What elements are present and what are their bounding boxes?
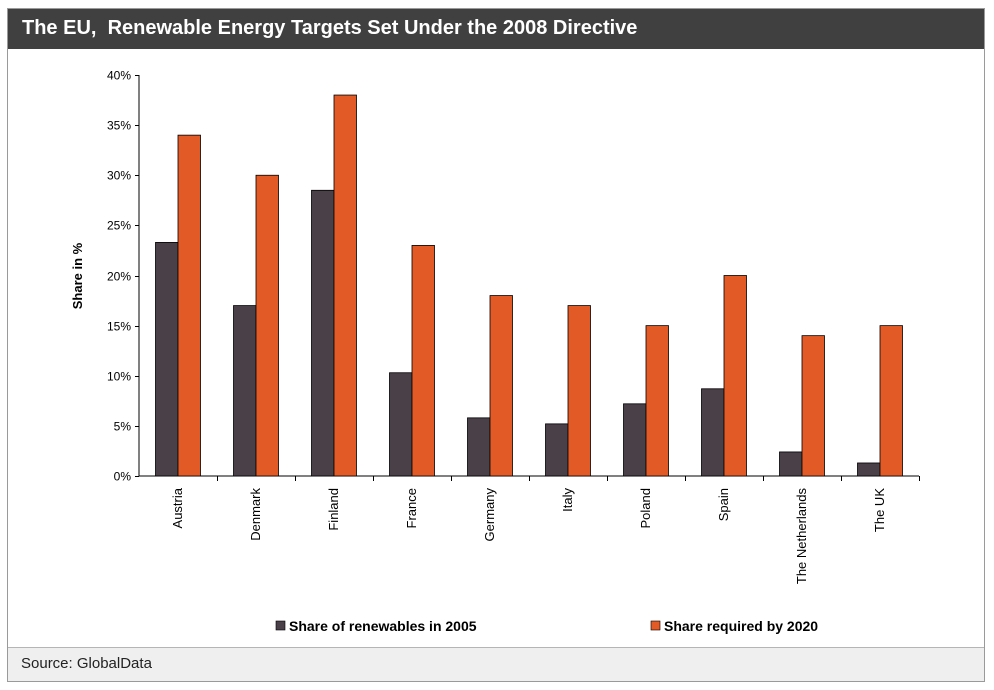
source-note: Source: GlobalData	[21, 655, 152, 672]
x-tick-label: The UK	[872, 488, 887, 532]
y-tick-label: 25%	[107, 219, 131, 233]
x-tick-label: Poland	[638, 488, 653, 528]
x-tick-label: Spain	[716, 488, 731, 521]
bar-share-2020	[255, 174, 279, 477]
header-bar: The EU, Renewable Energy Targets Set Und…	[8, 9, 984, 49]
y-tick-label: 15%	[107, 320, 131, 334]
page-title: The EU, Renewable Energy Targets Set Und…	[22, 17, 638, 39]
y-tick-label: 0%	[114, 470, 132, 484]
y-tick-label: 5%	[114, 420, 132, 434]
chart-legend: Share of renewables in 2005 Share require…	[275, 618, 818, 634]
bar-share-2020	[567, 305, 591, 477]
legend-label: Share of renewables in 2005	[289, 618, 477, 634]
bar-share-2005	[311, 189, 335, 477]
legend-label: Share required by 2020	[664, 618, 818, 634]
bar-share-2005	[389, 372, 413, 477]
x-tick-label: The Netherlands	[794, 488, 809, 585]
x-tick-label: Germany	[482, 488, 497, 542]
bar-share-2020	[801, 335, 825, 477]
x-tick-label: France	[404, 488, 419, 528]
y-tick-label: 40%	[107, 69, 131, 83]
y-tick-label: 20%	[107, 270, 131, 284]
bar-share-2005	[857, 462, 881, 477]
bar-share-2005	[545, 423, 569, 477]
x-tick-label: Finland	[326, 488, 341, 531]
bar-share-2020	[645, 325, 669, 477]
x-tick-label: Austria	[170, 487, 185, 528]
bar-share-2020	[411, 245, 435, 477]
bar-share-2005	[467, 417, 491, 477]
bar-share-2005	[779, 451, 803, 477]
y-tick-label: 30%	[107, 169, 131, 183]
bar-share-2020	[723, 275, 747, 477]
bar-share-2005	[701, 388, 725, 477]
bar-share-2020	[333, 94, 357, 477]
x-tick-label: Denmark	[248, 488, 263, 541]
bar-share-2020	[177, 134, 201, 477]
bar-share-2005	[233, 305, 257, 477]
y-tick-label: 35%	[107, 119, 131, 133]
footer-bar: Source: GlobalData	[8, 647, 984, 681]
bar-share-2005	[623, 403, 647, 477]
y-tick-label: 10%	[107, 370, 131, 384]
chart-bars	[155, 94, 903, 477]
bar-share-2020	[489, 295, 513, 477]
chart-labels: 0% 5% 10% 15% 20% 25% 30% 35% 40% Share in % Austr…	[70, 69, 887, 585]
bar-share-2005	[155, 242, 179, 477]
x-tick-label: Italy	[560, 488, 575, 512]
y-axis-title: Share in %	[70, 242, 85, 309]
legend-swatch	[275, 620, 286, 631]
legend-swatch	[650, 620, 661, 631]
bar-share-2020	[879, 325, 903, 477]
